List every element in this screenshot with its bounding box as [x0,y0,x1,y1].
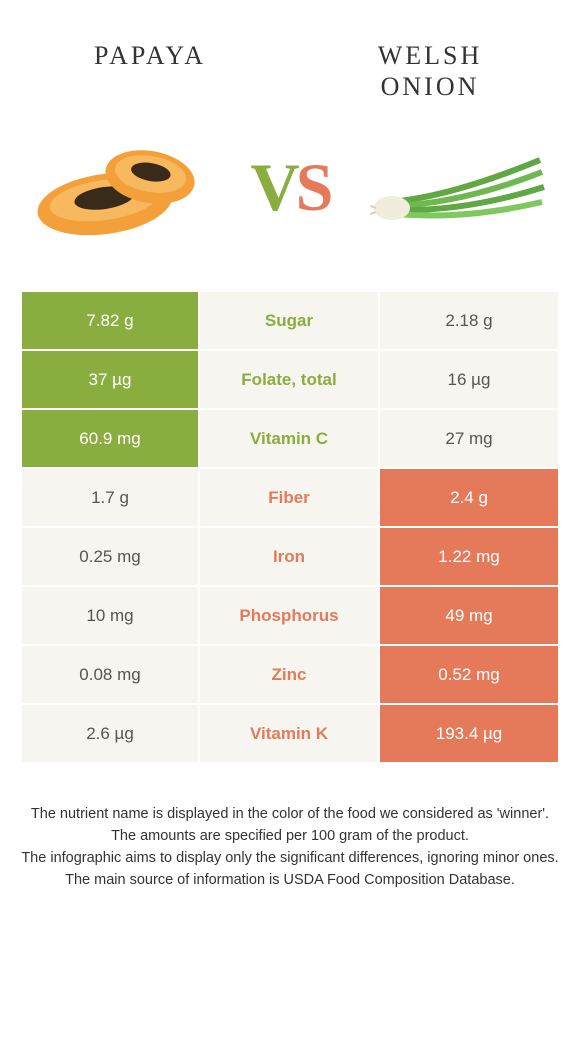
table-row: 7.82 gSugar2.18 g [22,292,558,351]
vs-label: VS [251,148,330,227]
nutrient-label: Sugar [200,292,380,349]
value-right: 27 mg [380,410,558,467]
table-row: 0.25 mgIron1.22 mg [22,528,558,587]
table-row: 0.08 mgZinc0.52 mg [22,646,558,705]
table-row: 37 µgFolate, total16 µg [22,351,558,410]
value-right: 1.22 mg [380,528,558,585]
value-left: 10 mg [22,587,200,644]
value-right: 2.18 g [380,292,558,349]
title-right: Welsh onion [330,40,530,102]
footer-notes: The nutrient name is displayed in the co… [20,804,560,891]
papaya-image [30,132,210,242]
nutrient-label: Vitamin C [200,410,380,467]
welsh-onion-image [370,132,550,242]
value-right: 2.4 g [380,469,558,526]
value-left: 0.08 mg [22,646,200,703]
vs-row: VS [0,122,580,272]
nutrient-label: Phosphorus [200,587,380,644]
table-row: 2.6 µgVitamin K193.4 µg [22,705,558,764]
value-left: 37 µg [22,351,200,408]
header: Papaya Welsh onion [0,0,580,122]
vs-v: V [251,149,296,225]
value-right: 0.52 mg [380,646,558,703]
value-right: 193.4 µg [380,705,558,762]
nutrient-label: Folate, total [200,351,380,408]
nutrient-label: Zinc [200,646,380,703]
vs-s: S [296,149,330,225]
value-left: 0.25 mg [22,528,200,585]
nutrient-table: 7.82 gSugar2.18 g37 µgFolate, total16 µg… [22,292,558,764]
value-left: 7.82 g [22,292,200,349]
table-row: 10 mgPhosphorus49 mg [22,587,558,646]
nutrient-label: Iron [200,528,380,585]
footer-line2: The amounts are specified per 100 gram o… [20,826,560,848]
footer-line4: The main source of information is USDA F… [20,870,560,892]
footer-line3: The infographic aims to display only the… [20,848,560,870]
footer-line1: The nutrient name is displayed in the co… [20,804,560,826]
table-row: 60.9 mgVitamin C27 mg [22,410,558,469]
value-right: 16 µg [380,351,558,408]
nutrient-label: Fiber [200,469,380,526]
value-left: 1.7 g [22,469,200,526]
value-left: 2.6 µg [22,705,200,762]
value-left: 60.9 mg [22,410,200,467]
nutrient-label: Vitamin K [200,705,380,762]
value-right: 49 mg [380,587,558,644]
title-left: Papaya [50,40,250,102]
table-row: 1.7 gFiber2.4 g [22,469,558,528]
